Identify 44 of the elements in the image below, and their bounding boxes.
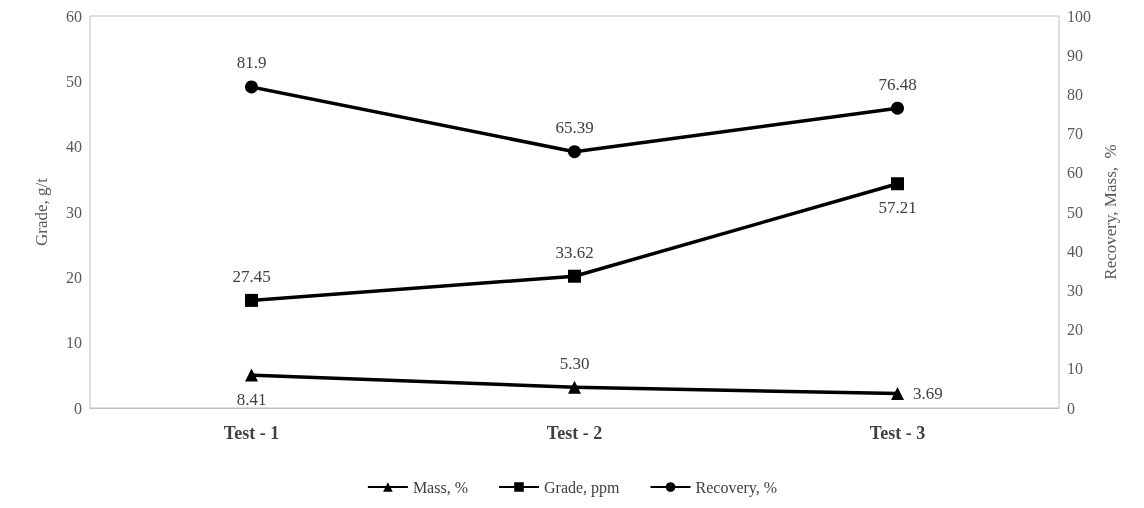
point: [891, 177, 904, 191]
data-label: 27.45: [232, 266, 271, 286]
point: [245, 368, 258, 382]
y2-tick-label: 40: [1067, 242, 1083, 260]
x-tick-label: Test - 1: [223, 423, 280, 443]
y2-tick-label: 0: [1067, 399, 1075, 417]
point: [568, 380, 581, 394]
y-tick-label: 50: [66, 72, 82, 90]
data-label: 57.21: [878, 198, 917, 218]
legend-label: Mass, %: [412, 478, 468, 496]
y-tick-label: 0: [74, 399, 82, 417]
y-tick-label: 60: [66, 7, 82, 25]
legend-label: Grade, ppm: [543, 478, 621, 497]
y2-axis-title: Recovery, Mass, %: [1100, 144, 1120, 280]
data-label: 65.39: [555, 118, 594, 138]
point: [245, 80, 258, 94]
y2-tick-label: 20: [1067, 321, 1083, 339]
y2-tick-label: 100: [1067, 7, 1091, 25]
y-tick-label: 40: [66, 138, 82, 156]
y-axis-title: Grade, g/t: [32, 177, 51, 246]
point: [245, 293, 258, 307]
data-label: 8.41: [236, 389, 267, 409]
point: [568, 269, 581, 283]
point: [891, 101, 904, 115]
point: [891, 387, 904, 401]
data-label: 76.48: [878, 74, 917, 94]
y2-tick-label: 50: [1067, 203, 1083, 221]
y2-tick-label: 90: [1067, 46, 1083, 64]
y2-tick-label: 30: [1067, 281, 1083, 299]
data-label: 81.9: [236, 53, 267, 73]
data-label: 5.30: [559, 353, 590, 373]
y-tick-label: 30: [66, 203, 82, 221]
legend-label: Recovery, %: [695, 478, 778, 497]
y-tick-label: 20: [66, 268, 82, 286]
y2-tick-label: 60: [1067, 164, 1083, 182]
x-tick-label: Test - 2: [546, 423, 603, 443]
y-tick-label: 10: [66, 334, 82, 352]
y2-tick-label: 80: [1067, 85, 1083, 103]
x-tick-label: Test - 3: [869, 423, 926, 443]
data-label: 3.69: [913, 384, 943, 404]
data-label: 33.62: [555, 242, 594, 262]
point: [568, 145, 581, 159]
y2-tick-label: 70: [1067, 125, 1083, 143]
y2-tick-label: 10: [1067, 360, 1083, 378]
